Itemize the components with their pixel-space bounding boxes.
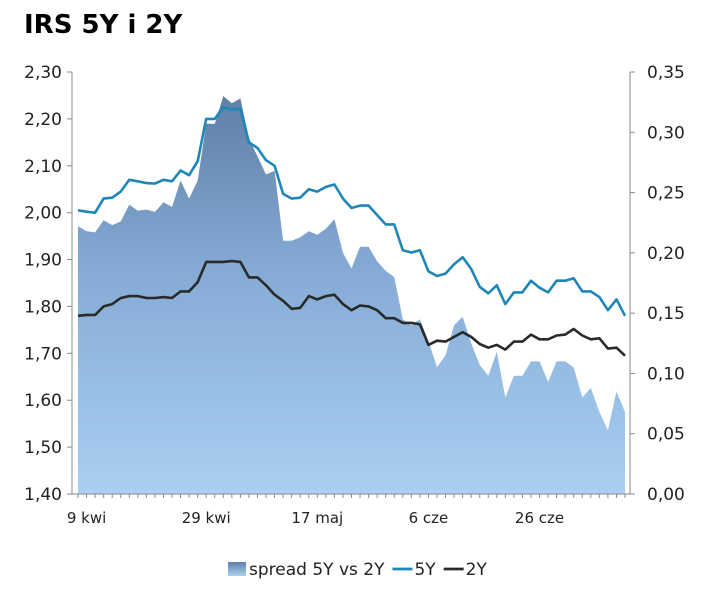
left-tick-label: 1,90 [24, 251, 62, 271]
legend-label: 5Y [414, 560, 436, 580]
x-tick-label: 6 cze [409, 509, 449, 527]
right-tick-label: 0,25 [647, 184, 685, 204]
left-tick-label: 2,00 [24, 204, 62, 224]
right-tick-label: 0,05 [647, 425, 685, 445]
series-line-2y [77, 259, 626, 357]
legend-label: spread 5Y vs 2Y [249, 560, 385, 580]
x-tick-label: 26 cze [515, 509, 564, 527]
x-tick-label: 29 kwi [182, 509, 231, 527]
right-tick-label: 0,00 [647, 485, 685, 505]
series-line-5y [77, 105, 627, 317]
left-tick-label: 1,70 [24, 344, 62, 364]
chart-title: IRS 5Y i 2Y [24, 10, 183, 40]
right-tick-label: 0,15 [647, 304, 685, 324]
legend-label: 2Y [466, 560, 488, 580]
series-area-spread [78, 96, 625, 494]
left-tick-label: 2,10 [24, 157, 62, 177]
right-tick-label: 0,10 [647, 364, 685, 384]
left-tick-label: 1,40 [24, 485, 62, 505]
left-tick-label: 1,60 [24, 391, 62, 411]
left-tick-label: 2,30 [24, 63, 62, 83]
right-tick-label: 0,35 [647, 63, 685, 83]
left-tick-label: 2,20 [24, 110, 62, 130]
right-tick-label: 0,30 [647, 123, 685, 143]
left-tick-label: 1,50 [24, 438, 62, 458]
left-tick-label: 1,80 [24, 297, 62, 317]
right-tick-label: 0,20 [647, 244, 685, 264]
x-tick-label: 17 maj [291, 509, 343, 527]
x-tick-label: 9 kwi [67, 509, 106, 527]
legend-swatch-spread [228, 562, 246, 576]
